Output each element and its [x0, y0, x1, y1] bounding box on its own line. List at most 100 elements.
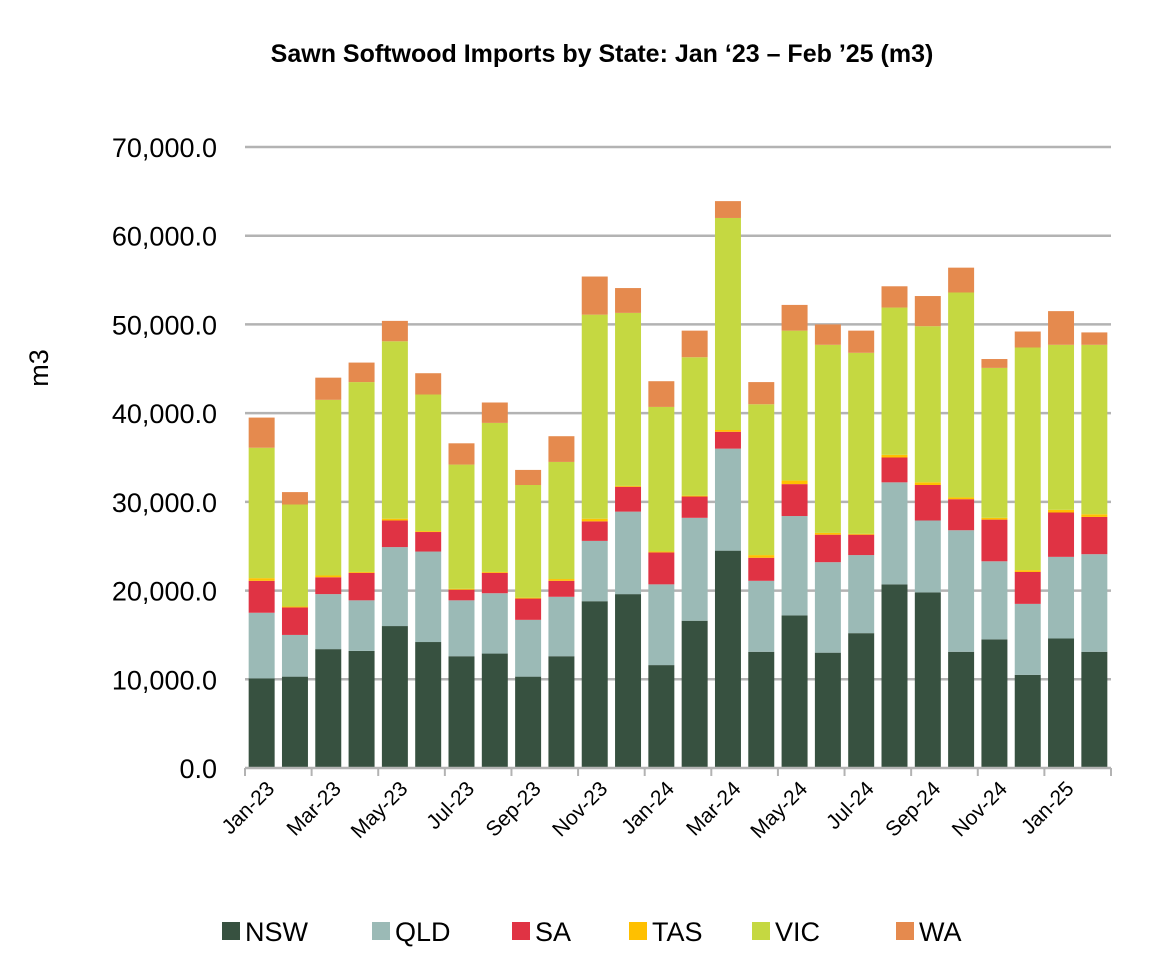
bar-segment-wa: Jul-24 WA: 2500 [848, 330, 875, 353]
bar-segment-vic: May-23 VIC: 20000 [381, 341, 408, 519]
gridlines [245, 145, 1111, 681]
bar-segment-nsw: Jul-23 NSW: 12600 [448, 656, 475, 768]
x-tick-label: Sep-23 [482, 777, 546, 841]
bar-segment-vic: Sep-24 VIC: 17600 [914, 326, 941, 483]
bar-segment-vic: Oct-23 VIC: 13200 [548, 461, 575, 580]
bar-segment-sa: May-24 SA: 3600 [781, 484, 808, 517]
bar-segment-sa: Feb-25 SA: 4200 [1081, 516, 1108, 555]
x-tick-label: Jul-23 [422, 777, 479, 834]
bar-segment-qld: Aug-24 QLD: 11500 [881, 482, 908, 585]
x-tick-label: Nov-24 [948, 777, 1012, 841]
bar-segment-wa: Sep-24 WA: 3400 [914, 296, 941, 327]
bar-segment-vic: Dec-23 VIC: 19500 [615, 312, 642, 486]
bar-segment-tas: Oct-23 TAS: 200 [548, 579, 575, 581]
chart-title: Sawn Softwood Imports by State: Jan ‘23 … [271, 40, 934, 68]
bar-segment-wa: Dec-23 WA: 2800 [615, 288, 642, 313]
bar-segment-wa: Feb-24 WA: 3000 [681, 330, 708, 358]
legend-swatch [896, 922, 914, 940]
bar-segment-vic: Nov-23 VIC: 23000 [581, 314, 608, 519]
bar-segment-wa: May-24 WA: 2900 [781, 304, 808, 331]
bar-segment-sa: Mar-24 SA: 1900 [714, 431, 741, 449]
bar-segment-nsw: Oct-23 NSW: 12600 [548, 656, 575, 768]
x-tick-label: May-23 [347, 777, 413, 843]
bar-segment-nsw: Feb-23 NSW: 10300 [281, 676, 308, 768]
bar-segment-wa: Nov-23 WA: 4300 [581, 276, 608, 315]
bar-segment-vic: Nov-24 VIC: 16900 [981, 367, 1008, 518]
bar-segment-sa: Aug-24 SA: 2800 [881, 457, 908, 483]
bar-segment-vic: Jan-24 VIC: 16300 [648, 406, 675, 552]
bar-segment-sa: Jun-23 SA: 2200 [415, 532, 442, 552]
y-tick-label: 30,000.0 [112, 488, 217, 518]
bar-segment-tas: Jun-23 TAS: 100 [415, 531, 442, 533]
x-tick-label: Jul-24 [822, 777, 879, 834]
bar-segment-sa: Nov-23 SA: 2200 [581, 521, 608, 541]
bar-segment-qld: Jul-23 QLD: 6300 [448, 600, 475, 657]
bar-segment-nsw: Mar-23 NSW: 13400 [315, 649, 342, 768]
bar-segment-sa: Dec-24 SA: 3600 [1014, 571, 1041, 604]
bar-segment-wa: Jun-24 WA: 2300 [814, 324, 841, 345]
bar-segment-vic: Aug-24 VIC: 16600 [881, 307, 908, 455]
x-tick-label: Nov-23 [548, 777, 612, 841]
legend-swatch [372, 922, 390, 940]
bar-segment-wa: Jan-25 WA: 3800 [1048, 311, 1075, 345]
bar-segment-sa: Sep-23 SA: 2400 [515, 598, 542, 620]
bar-segment-sa: Nov-24 SA: 4700 [981, 519, 1008, 562]
legend-item-vic: VIC [752, 917, 820, 947]
bar-segment-vic: Jul-23 VIC: 14000 [448, 464, 475, 589]
bar-segment-wa: Aug-24 WA: 2400 [881, 286, 908, 308]
bar-segment-vic: Feb-23 VIC: 11500 [281, 504, 308, 607]
bar-segment-qld: Jan-23 QLD: 7400 [248, 612, 275, 679]
legend-item-nsw: NSW [222, 917, 309, 947]
bar-segment-nsw: Aug-24 NSW: 20700 [881, 584, 908, 768]
bar-segment-wa: Jan-24 WA: 2900 [648, 381, 675, 407]
bar-segment-qld: Jun-24 QLD: 10200 [814, 562, 841, 653]
bar-segment-qld: Dec-23 QLD: 9300 [615, 511, 642, 595]
bar-segment-sa: May-23 SA: 3000 [381, 520, 408, 548]
bar-segment-nsw: Aug-23 NSW: 12900 [481, 653, 508, 768]
y-tick-label: 20,000.0 [112, 577, 217, 607]
legend-label: NSW [245, 917, 309, 947]
x-axis [244, 766, 1112, 776]
x-tick-label: Jan-24 [617, 777, 679, 839]
bar-segment-wa: May-23 WA: 2300 [381, 320, 408, 342]
y-tick-label: 10,000.0 [112, 665, 217, 695]
bar-segment-vic: Mar-24 VIC: 23900 [714, 217, 741, 430]
bar-segment-qld: Aug-23 QLD: 6800 [481, 593, 508, 654]
bar-segment-sa: Jan-24 SA: 3600 [648, 552, 675, 585]
bar-segment-nsw: Apr-23 NSW: 13200 [348, 650, 375, 768]
bar-segment-qld: Feb-25 QLD: 11000 [1081, 554, 1108, 652]
y-tick-label: 70,000.0 [112, 133, 217, 163]
bar-segment-vic: May-24 VIC: 16900 [781, 330, 808, 481]
bar-segment-qld: Mar-23 QLD: 6200 [315, 594, 342, 650]
bar-segment-vic: Feb-25 VIC: 19100 [1081, 344, 1108, 515]
bar-segment-qld: Dec-24 QLD: 8000 [1014, 603, 1041, 675]
bar-segment-vic: Jan-23 VIC: 14700 [248, 447, 275, 579]
bar-segment-nsw: Dec-23 NSW: 19600 [615, 594, 642, 768]
bar-segment-qld: Oct-23 QLD: 6700 [548, 596, 575, 657]
bar-segment-qld: Feb-23 QLD: 4700 [281, 634, 308, 677]
bar-segment-tas: Apr-24 TAS: 300 [748, 555, 775, 558]
bar-segment-nsw: Feb-24 NSW: 16600 [681, 620, 708, 768]
bar-segment-tas: Jan-25 TAS: 300 [1048, 509, 1075, 513]
legend-swatch [222, 922, 240, 940]
bar-segment-tas: Sep-23 TAS: 100 [515, 597, 542, 599]
bar-segment-qld: Jan-25 QLD: 9200 [1048, 556, 1075, 639]
legend-label: QLD [395, 917, 451, 947]
bar-segment-wa: Feb-23 WA: 1400 [281, 492, 308, 505]
bar-segment-qld: Jan-24 QLD: 9100 [648, 584, 675, 666]
bar-segment-wa: Jan-23 WA: 3400 [248, 417, 275, 448]
bar-segment-nsw: May-24 NSW: 17200 [781, 615, 808, 768]
bar-segment-sa: Jun-24 SA: 3100 [814, 534, 841, 563]
legend-label: WA [919, 917, 962, 947]
bar-segment-vic: Apr-24 VIC: 17000 [748, 404, 775, 556]
legend-swatch [512, 922, 530, 940]
bar-segment-tas: Feb-24 TAS: 100 [681, 495, 708, 497]
legend-swatch [629, 922, 647, 940]
x-axis-ticks: Jan-23 Mar-23 May-23 Jul-23 Sep-23 Nov-23 Jan-… [218, 777, 1079, 843]
y-axis-ticks: 0.0 10,000.0 20,000.0 30,000.0 40,000.0 50,00… [112, 133, 217, 784]
bar-segment-sa: Sep-24 SA: 4000 [914, 485, 941, 521]
bar-segment-tas: Feb-23 TAS: 100 [281, 606, 308, 608]
bar-segment-nsw: Jan-24 NSW: 11600 [648, 665, 675, 768]
bar-segment-tas: Jun-24 TAS: 200 [814, 532, 841, 535]
